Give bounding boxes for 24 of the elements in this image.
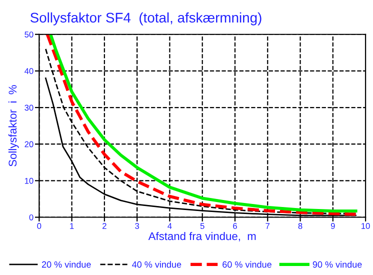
y-tick-label: 50 [24,32,34,38]
x-tick-label: 3 [135,223,140,229]
y-tick-label: 40 [24,68,34,74]
x-tick-label: 4 [168,223,172,229]
y-tick-label: 30 [24,104,34,111]
x-tick-label: 7 [266,223,270,229]
legend-label: 90 % vindue [312,261,362,268]
x-tick-label: 0 [37,223,42,229]
x-tick-label: 9 [330,223,335,229]
y-tick-label: 0 [29,214,34,220]
x-tick-label: 2 [102,223,106,229]
y-axis-title: Sollysfaktor i % [8,85,19,166]
chart-title: Sollysfaktor SF4 (total, afskærmning) [30,12,262,26]
y-tick-label: 20 [24,141,34,148]
legend-label: 20 % vindue [42,261,91,268]
legend-label: 40 % vindue [132,261,182,268]
x-tick-label: 6 [233,223,237,229]
x-axis-title: Afstand fra vindue, m [148,232,256,242]
x-tick-label: 5 [200,223,204,229]
x-tick-label: 10 [362,223,370,229]
legend-label: 60 % vindue [222,261,272,268]
x-tick-label: 8 [298,223,302,229]
y-tick-label: 10 [24,178,34,184]
x-tick-label: 1 [70,223,74,229]
